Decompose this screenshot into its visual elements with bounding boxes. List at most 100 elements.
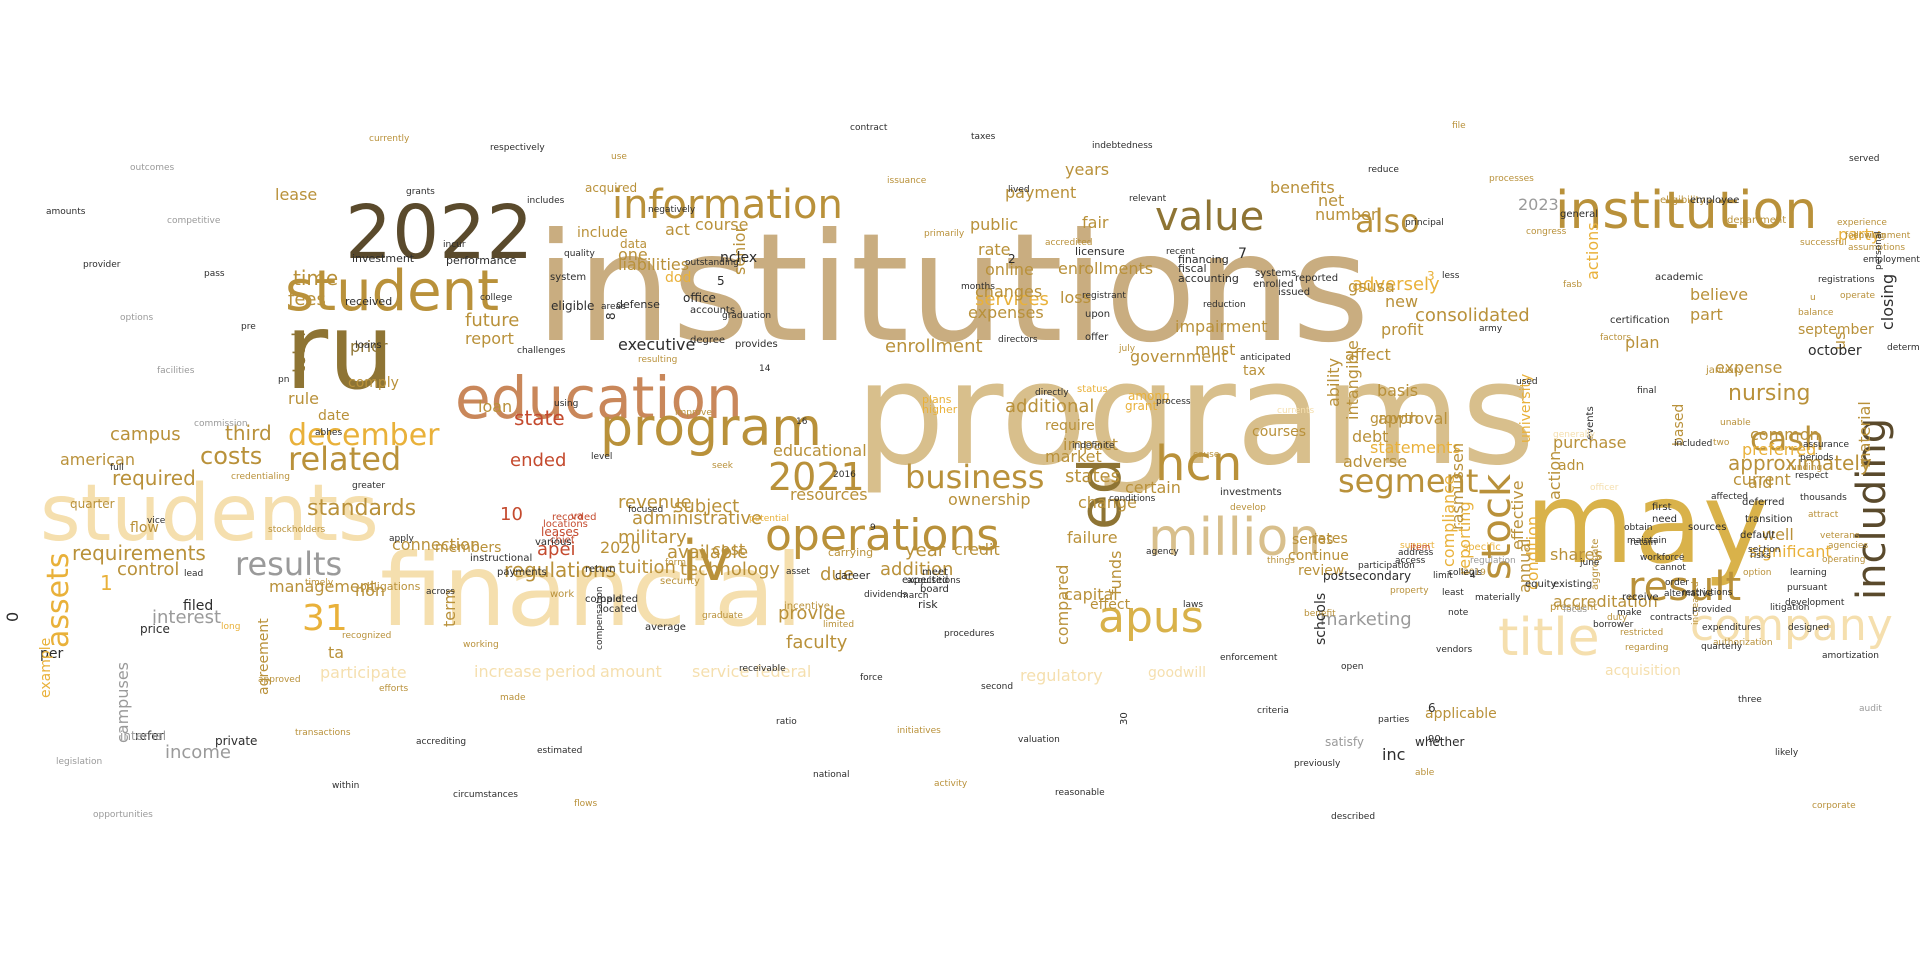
word-revenue: revenue: [618, 492, 692, 513]
word-addition: addition: [880, 559, 953, 580]
word-future: future: [465, 310, 519, 331]
word-degree: degree: [690, 335, 725, 346]
word-apply: apply: [389, 534, 414, 544]
word-expected: expected: [902, 575, 948, 586]
word-previously: previously: [1294, 759, 1341, 769]
word-members: members: [435, 540, 501, 556]
word-collegis: collegis: [1448, 568, 1482, 578]
word-provider: provider: [83, 260, 121, 270]
word-registrant: registrant: [1082, 291, 1126, 301]
word-employee: employee: [1690, 195, 1739, 206]
word-quality: quality: [564, 249, 595, 259]
word-course: course: [695, 215, 748, 234]
word-reporting: reporting: [1455, 501, 1474, 575]
word-registrations: registrations: [1818, 275, 1875, 285]
word-additional: additional: [1005, 396, 1094, 417]
word-abhes: abhes: [315, 428, 342, 438]
word-vice: vice: [147, 516, 166, 526]
word-employment: employment: [1863, 255, 1920, 265]
word-quarterly: quarterly: [1701, 642, 1743, 652]
word-section: section: [1748, 545, 1780, 555]
word-generally: generally: [1553, 430, 1596, 440]
word-general: general: [1560, 209, 1598, 220]
word-certain: certain: [1125, 478, 1181, 497]
word-loans: loans: [355, 340, 382, 351]
word-title: title: [1498, 608, 1600, 668]
word-2020: 2020: [600, 538, 641, 557]
word-commission: commission: [194, 419, 248, 429]
word-payments: payments: [497, 567, 547, 578]
word-acquired: acquired: [585, 181, 637, 195]
word-schools: schools: [1313, 593, 1329, 645]
word-available: available: [667, 542, 748, 563]
word-competitive: competitive: [167, 216, 221, 226]
word-officer: officer: [1590, 483, 1619, 493]
word-private: private: [215, 734, 257, 748]
word-respect: respect: [1795, 471, 1829, 481]
word-interest: interest: [152, 607, 221, 628]
word-segment: segment: [1338, 462, 1478, 500]
word-thousands: thousands: [1800, 493, 1847, 503]
word-adn: adn: [1558, 458, 1584, 474]
word-aid: aid: [1748, 473, 1772, 492]
word-national: national: [813, 770, 849, 780]
word-provides: provides: [735, 339, 778, 350]
word-closing: closing: [1878, 274, 1897, 330]
word-resulting: resulting: [638, 355, 677, 365]
word-asset: asset: [786, 567, 810, 577]
word-institutions: institutions: [535, 202, 1370, 376]
word-status: status: [1077, 384, 1108, 395]
word-graduation: graduation: [722, 311, 771, 321]
word-31: 31: [302, 598, 348, 639]
word-processes: processes: [1489, 174, 1534, 184]
word-cost: cost: [712, 540, 745, 559]
word-three: three: [1738, 695, 1762, 705]
word-acquisition: acquisition: [1605, 663, 1681, 679]
word-includes: includes: [527, 196, 565, 206]
word-report: report: [465, 329, 514, 348]
word-9: 9: [870, 523, 876, 533]
word-authorization: authorization: [1713, 638, 1773, 648]
word-options: options: [120, 313, 153, 323]
word-board: board: [920, 584, 949, 595]
word-accredited: accredited: [1045, 238, 1092, 248]
word-impairment: impairment: [1175, 317, 1268, 336]
word-act: act: [665, 220, 690, 239]
word-ed: ed: [1066, 458, 1134, 531]
word-non: non: [355, 581, 385, 600]
word-purchase: purchase: [1553, 433, 1626, 452]
word-3: 3: [1427, 269, 1435, 283]
word-currently: currently: [369, 134, 410, 144]
word-iv: iv: [682, 529, 731, 594]
word-including: including: [1849, 418, 1895, 600]
word-duty: duty: [1607, 613, 1628, 623]
word-long: long: [221, 622, 240, 632]
word-nclex: nclex: [720, 250, 757, 266]
word-6: 6: [1428, 701, 1436, 715]
word-goodwill: goodwill: [1148, 665, 1206, 681]
word-16: 16: [796, 417, 808, 427]
word-investments: investments: [1220, 487, 1282, 498]
word-preferred: preferred: [1742, 440, 1816, 459]
word-growth: growth: [1370, 411, 1419, 427]
word-federal: federal: [755, 662, 811, 681]
word-intangible: intangible: [1343, 340, 1362, 420]
word-effective: effective: [1508, 480, 1527, 550]
word-control: control: [117, 559, 179, 580]
word-apei: apei: [537, 539, 576, 560]
word-risk: risk: [918, 598, 938, 611]
word-institution: institution: [1555, 181, 1817, 241]
word-opportunities: opportunities: [93, 810, 153, 820]
word-example: example: [38, 638, 54, 698]
word-designed: designed: [1788, 623, 1829, 633]
word-certification: certification: [1610, 315, 1670, 326]
word-september: september: [1798, 322, 1874, 338]
word-recognized: recognized: [342, 631, 391, 641]
word-education: education: [455, 364, 743, 432]
word-meet: meet: [922, 567, 948, 578]
word-two: two: [1713, 438, 1730, 448]
word-date: date: [318, 408, 350, 424]
word-experience: experience: [1837, 218, 1887, 228]
word-force: force: [860, 673, 883, 683]
word-legislation: legislation: [56, 757, 102, 767]
